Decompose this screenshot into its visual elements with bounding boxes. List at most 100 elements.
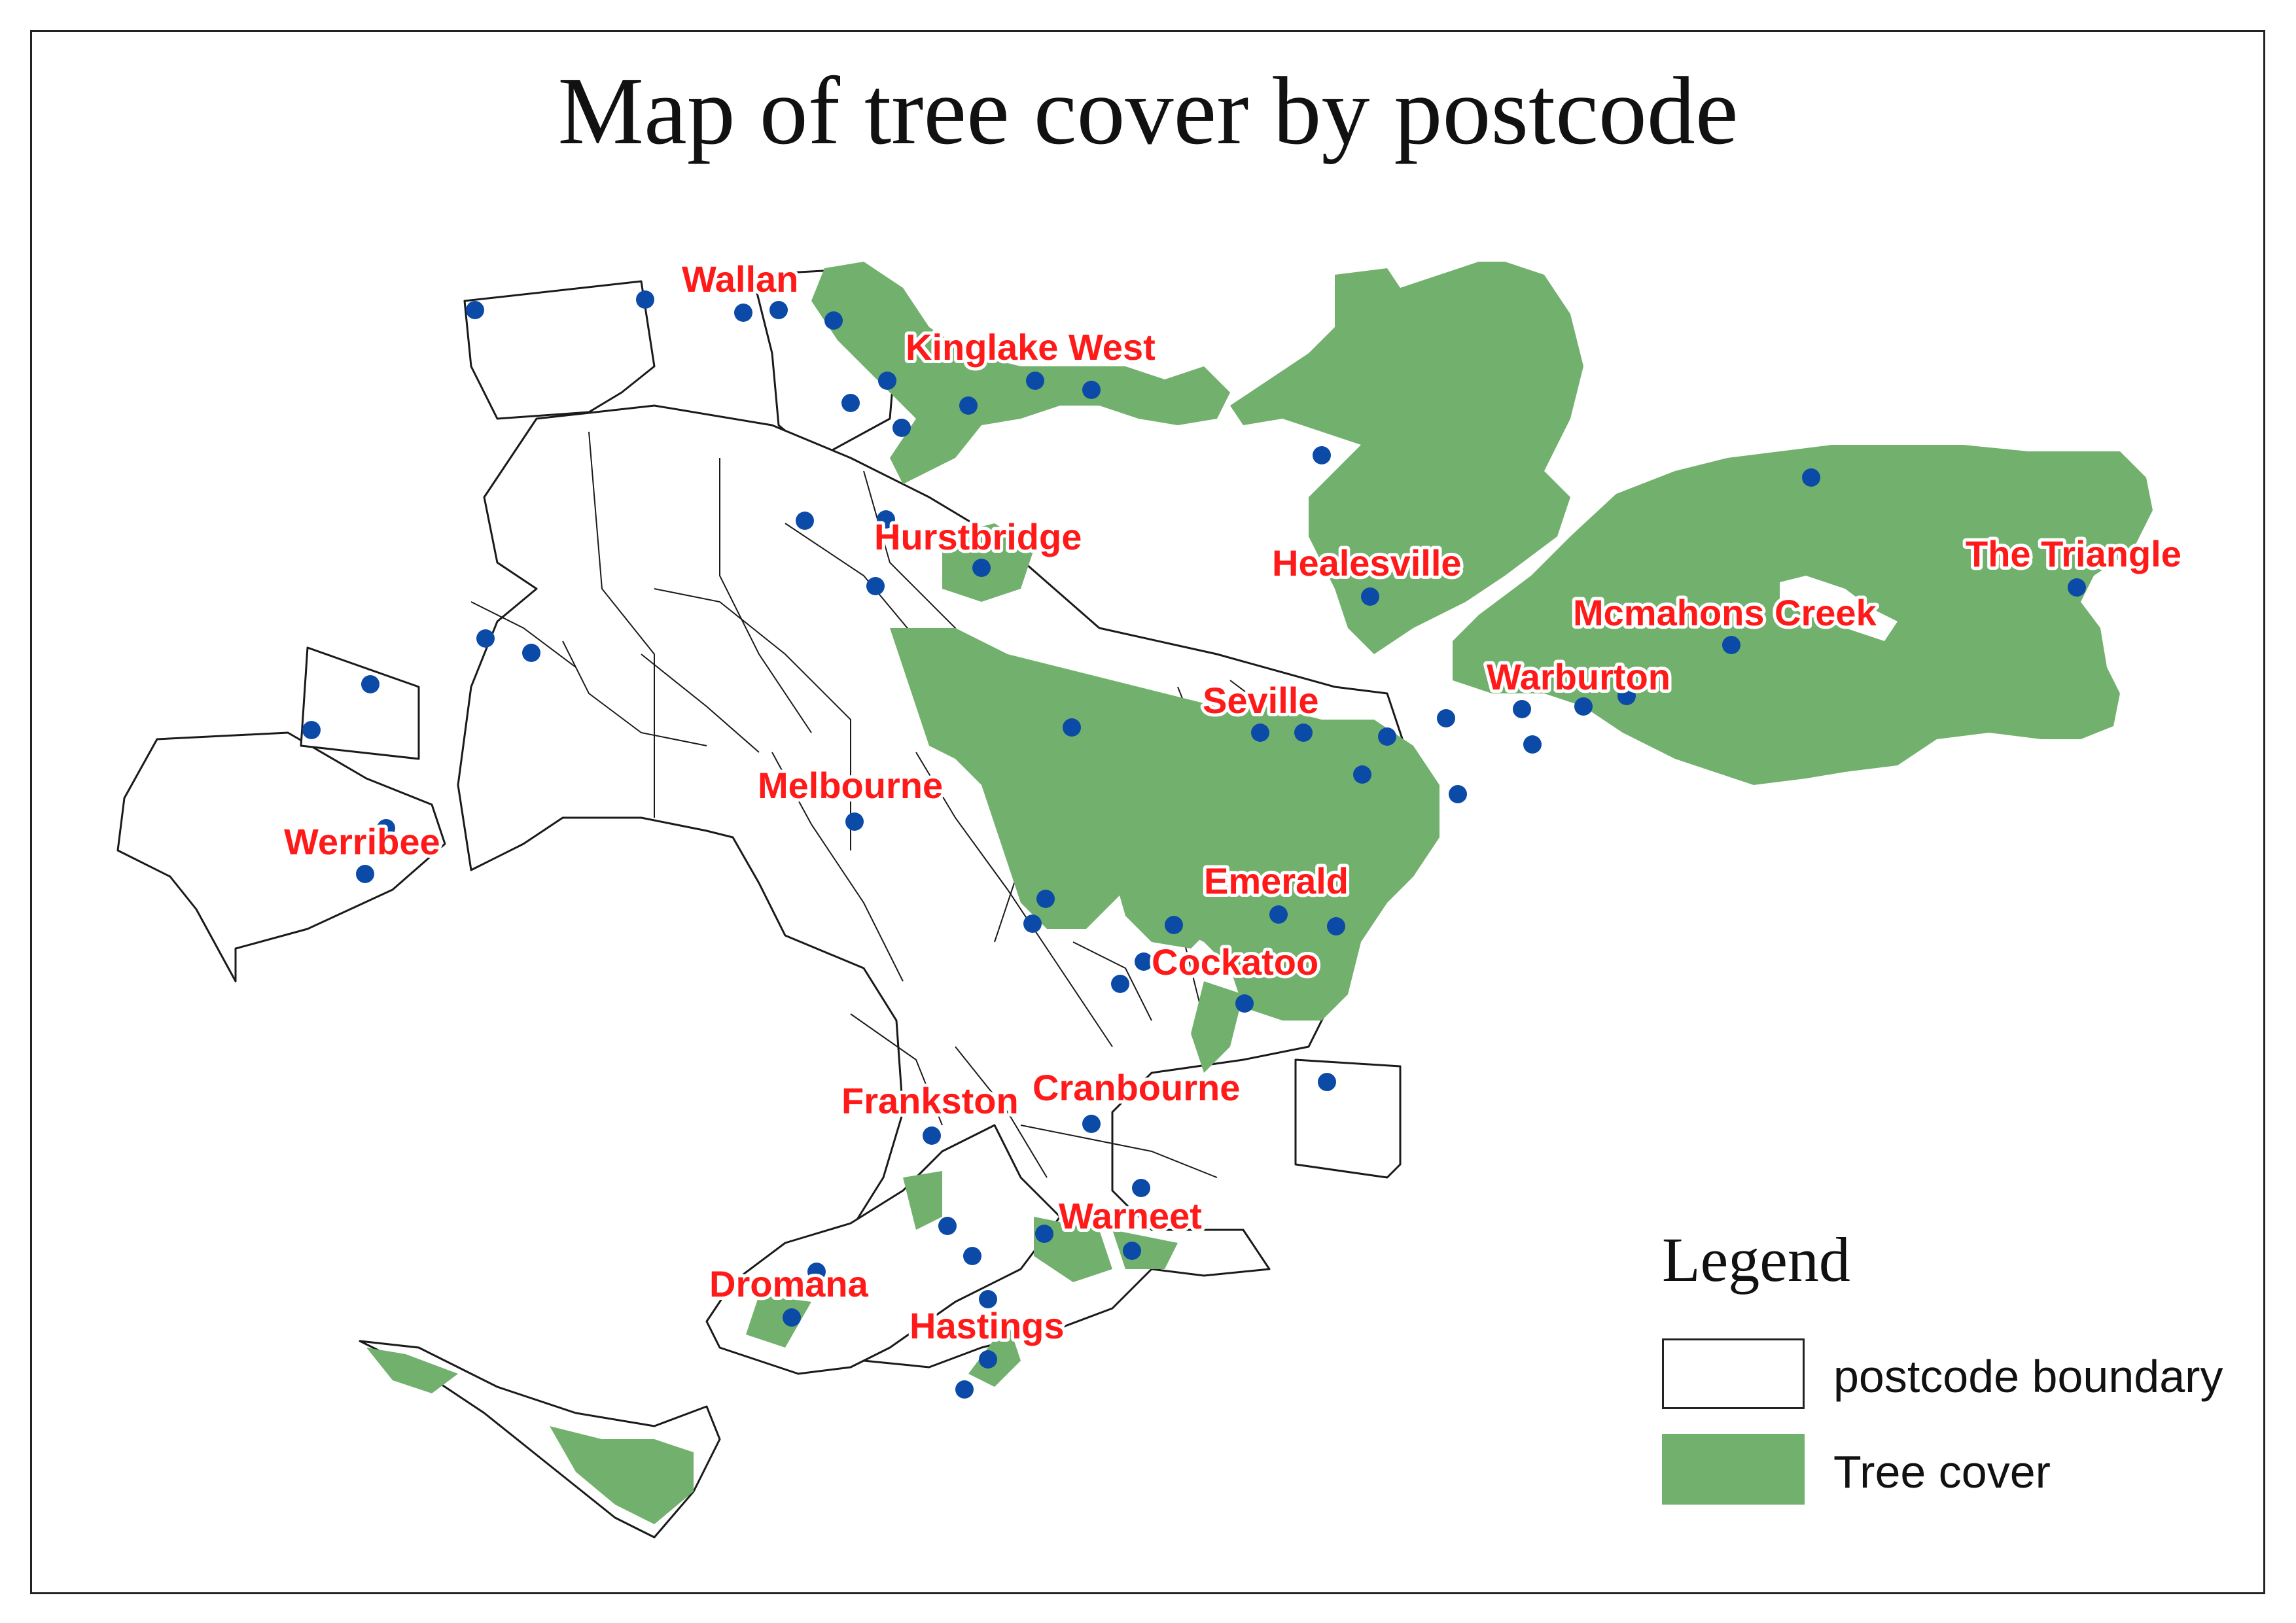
tree-cover-area [1230, 262, 1583, 654]
location-marker [636, 290, 654, 309]
location-marker [1132, 1179, 1150, 1197]
location-marker [1111, 975, 1129, 993]
location-marker [1023, 915, 1042, 933]
label-melbourne: Melbourne [758, 765, 943, 806]
location-marker [522, 644, 540, 662]
location-marker [1802, 468, 1820, 487]
legend-label-postcode-boundary: postcode boundary [1833, 1351, 2223, 1402]
location-marker [1353, 765, 1371, 784]
legend-swatch-postcode-boundary [1662, 1338, 1805, 1409]
location-marker [1082, 381, 1101, 399]
location-marker [1063, 718, 1081, 737]
tree-cover-area [811, 262, 1230, 484]
location-marker [1617, 687, 1636, 705]
label-dromana: Dromana [709, 1263, 869, 1304]
location-marker [959, 396, 978, 415]
label-cranbourne: Cranbourne [1033, 1067, 1240, 1108]
place-labels: Wallan Kinglake West Hurstbridge Healesv… [281, 255, 2185, 1350]
location-marker [1437, 709, 1455, 727]
label-emerald: Emerald [1204, 860, 1349, 901]
location-marker [1318, 1073, 1336, 1091]
tree-cover-area [1191, 981, 1243, 1073]
location-marker [1722, 636, 1740, 654]
location-marker [845, 812, 864, 831]
location-marker [1269, 905, 1288, 924]
label-werribee: Werribee [284, 821, 440, 862]
location-marker [1294, 724, 1313, 742]
postcode-boundary [1294, 1058, 1402, 1179]
location-marker [2068, 578, 2086, 597]
location-marker [1513, 700, 1531, 718]
location-marker [476, 629, 495, 648]
legend-item-tree-cover: Tree cover [1662, 1434, 2251, 1506]
location-marker [807, 1263, 826, 1281]
label-frankston: Frankston [841, 1080, 1019, 1121]
markers [302, 290, 2086, 1399]
label-wallan: Wallan [682, 258, 798, 300]
legend-swatch-tree-cover [1662, 1434, 1805, 1505]
location-marker [877, 510, 895, 529]
tree-cover-area [903, 1171, 942, 1230]
location-marker [1082, 1115, 1101, 1133]
location-marker [1449, 785, 1467, 803]
location-marker [1327, 917, 1345, 935]
label-kinglake-west: Kinglake West [906, 326, 1156, 368]
location-marker [361, 675, 380, 693]
location-marker [734, 304, 752, 322]
tree-cover-area [550, 1426, 694, 1524]
location-marker [1378, 727, 1396, 746]
map-title: Map of tree cover by postcode [557, 58, 1739, 165]
location-marker [955, 1380, 974, 1399]
label-cockatoo: Cockatoo [1152, 941, 1318, 983]
location-marker [923, 1126, 941, 1145]
legend: Legend postcode boundary Tree cover [1662, 1223, 2251, 1531]
location-marker [866, 577, 885, 595]
tree-cover-area [366, 1348, 458, 1393]
label-the-triangle: The Triangle [1966, 533, 2181, 574]
location-marker [466, 301, 484, 319]
label-hastings: Hastings [910, 1305, 1065, 1346]
legend-item-postcode-boundary: postcode boundary [1662, 1338, 2251, 1410]
location-marker [1361, 587, 1379, 606]
location-marker [892, 419, 911, 437]
location-marker [796, 512, 814, 530]
location-marker [1251, 724, 1269, 742]
label-warburton: Warburton [1487, 656, 1670, 697]
location-marker [1165, 916, 1183, 934]
legend-title: Legend [1662, 1225, 1850, 1295]
location-marker [769, 301, 788, 319]
label-warneet: Warneet [1059, 1195, 1202, 1236]
tree-cover-area [1112, 864, 1217, 949]
location-marker [377, 819, 395, 837]
postcode-boundary [457, 404, 1415, 1369]
tree-cover-area [1034, 1217, 1112, 1282]
reservoir [1780, 576, 1898, 641]
location-marker [356, 865, 374, 883]
location-marker [938, 1217, 957, 1235]
location-marker [972, 559, 991, 577]
postcode-boundary [116, 731, 446, 983]
location-marker [979, 1350, 997, 1369]
location-marker [1026, 372, 1044, 390]
location-marker [824, 311, 843, 330]
location-marker [302, 721, 321, 739]
postcode-boundary [463, 280, 656, 420]
location-marker [1313, 446, 1331, 464]
legend-label-tree-cover: Tree cover [1833, 1446, 2051, 1497]
location-marker [841, 394, 860, 412]
location-marker [1035, 1225, 1053, 1243]
location-marker [1135, 952, 1153, 971]
label-mcmahons-creek: Mcmahons Creek [1573, 592, 1877, 633]
location-marker [783, 1308, 801, 1327]
label-healesville: Healesville [1272, 542, 1462, 584]
label-hurstbridge: Hurstbridge [874, 516, 1082, 557]
tree-cover-area [746, 1295, 811, 1348]
location-marker [1523, 735, 1542, 754]
location-marker [963, 1247, 981, 1265]
postcode-boundary [300, 646, 420, 760]
location-marker [878, 372, 896, 390]
location-marker [1574, 697, 1593, 716]
location-marker [1036, 890, 1055, 908]
location-marker [979, 1290, 997, 1308]
